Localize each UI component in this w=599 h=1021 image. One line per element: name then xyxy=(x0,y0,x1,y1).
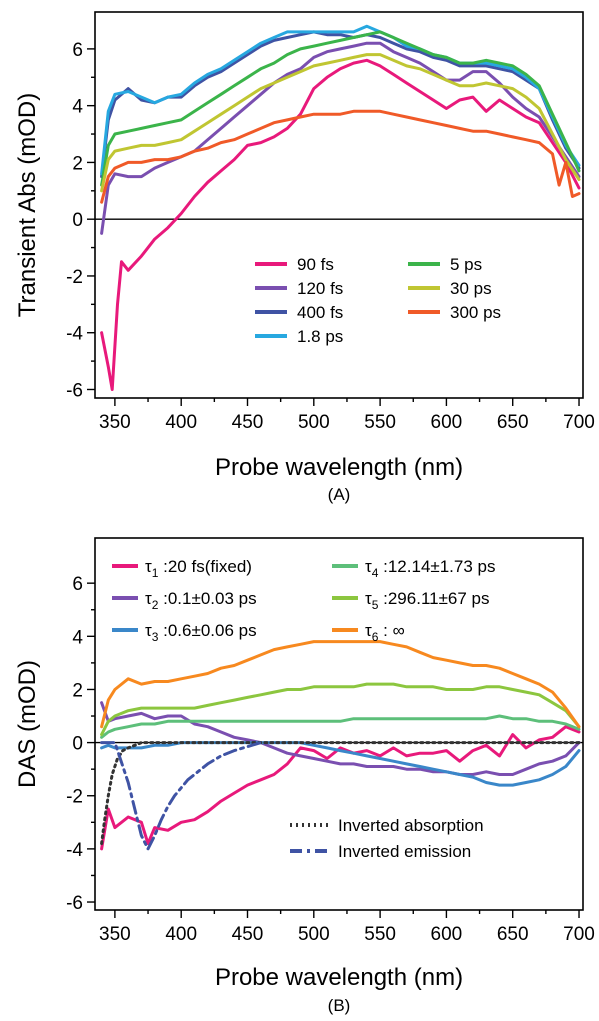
panel-label: (A) xyxy=(328,485,351,504)
x-tick-label: 350 xyxy=(99,924,131,945)
x-tick-label: 500 xyxy=(298,924,330,945)
legend-label: τ5 :296.11±67 ps xyxy=(365,589,490,612)
legend-label: τ6 : ∞ xyxy=(365,621,405,644)
series-line-30-ps xyxy=(100,53,581,193)
y-tick-label: -2 xyxy=(66,267,83,288)
series-line-1-8-ps xyxy=(100,24,581,176)
y-tick-label: 4 xyxy=(72,97,83,118)
x-tick-label: 550 xyxy=(364,412,396,433)
series-line-inverted-absorption xyxy=(100,741,581,846)
panel-label: (B) xyxy=(328,996,351,1015)
legend-label: 400 fs xyxy=(297,303,343,322)
series-line-tau-3 xyxy=(100,741,581,787)
x-tick-label: 350 xyxy=(99,412,131,433)
x-tick-label: 450 xyxy=(232,924,264,945)
legend-label: 30 ps xyxy=(450,279,492,298)
y-tick-label: -4 xyxy=(66,840,83,861)
y-tick-label: 2 xyxy=(72,680,83,701)
y-tick-label: -4 xyxy=(66,324,83,345)
legend-label: τ3 :0.6±0.06 ps xyxy=(145,621,257,644)
series-line-5-ps xyxy=(100,30,581,187)
legend-label: τ2 :0.1±0.03 ps xyxy=(145,589,257,612)
x-tick-label: 550 xyxy=(364,924,396,945)
y-axis-label: DAS (mOD) xyxy=(14,660,41,788)
legend-label: 5 ps xyxy=(450,255,482,274)
legend-label: τ1 :20 fs(fixed) xyxy=(145,557,252,580)
y-tick-label: 2 xyxy=(72,153,83,174)
y-tick-label: -6 xyxy=(66,893,83,914)
x-tick-label: 650 xyxy=(497,924,529,945)
x-tick-label: 400 xyxy=(165,412,197,433)
series-line-tau-5 xyxy=(100,682,581,737)
series-line-tau-6 xyxy=(100,640,581,729)
plot-frame xyxy=(94,537,584,911)
legend-label: Inverted emission xyxy=(338,842,471,861)
series-line-tau-4 xyxy=(100,714,581,739)
x-axis-label: Probe wavelength (nm) xyxy=(215,454,463,481)
legend-label: 120 fs xyxy=(297,279,343,298)
series-line-120-fs xyxy=(100,41,581,235)
x-tick-label: 600 xyxy=(431,412,463,433)
series-line-300-ps xyxy=(100,109,581,204)
x-tick-label: 500 xyxy=(298,412,330,433)
plot-frame xyxy=(94,11,584,399)
y-tick-label: 4 xyxy=(72,627,83,648)
y-tick-label: -2 xyxy=(66,787,83,808)
legend-label: Inverted absorption xyxy=(338,816,484,835)
series-line-tau-1 xyxy=(100,725,581,851)
legend-label: 1.8 ps xyxy=(297,327,343,346)
y-tick-label: -6 xyxy=(66,380,83,401)
legend-label: 90 fs xyxy=(297,255,334,274)
series-line-tau-2 xyxy=(100,701,581,776)
y-tick-label: 0 xyxy=(72,210,83,231)
x-axis-label: Probe wavelength (nm) xyxy=(215,964,463,991)
series-line-inverted-emission xyxy=(100,741,263,851)
series-line-90-fs xyxy=(100,58,581,391)
x-tick-label: 700 xyxy=(563,412,595,433)
x-tick-label: 600 xyxy=(431,924,463,945)
chart-panel-a: 350 400 450 500 550 600 650 700 -6 -4 -2 0 2 4 6 Probe … xyxy=(14,11,595,504)
x-tick-label: 700 xyxy=(563,924,595,945)
chart-panel-b: 350 400 450 500 550 600 650 700 -6 -4 -2 0 2 4 6 Probe … xyxy=(14,537,595,1015)
y-tick-label: 0 xyxy=(72,734,83,755)
x-tick-label: 650 xyxy=(497,412,529,433)
x-tick-label: 450 xyxy=(232,412,264,433)
legend-label: τ4 :12.14±1.73 ps xyxy=(365,557,496,580)
legend-label: 300 ps xyxy=(450,303,501,322)
x-tick-label: 400 xyxy=(165,924,197,945)
y-axis-label: Transient Abs (mOD) xyxy=(14,93,41,318)
y-tick-label: 6 xyxy=(72,40,83,61)
y-tick-label: 6 xyxy=(72,574,83,595)
